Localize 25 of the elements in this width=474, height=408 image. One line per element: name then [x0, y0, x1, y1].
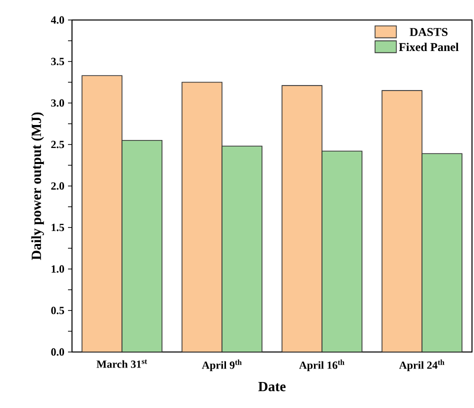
y-tick-label: 4.0 — [50, 16, 64, 24]
bar — [422, 153, 462, 352]
y-tick-label: 2.5 — [51, 140, 64, 148]
y-tick-label: 0.0 — [51, 348, 64, 356]
bar — [122, 140, 162, 352]
bar — [282, 86, 322, 352]
bar — [322, 151, 362, 352]
y-tick-label: 0.5 — [51, 306, 64, 314]
bar — [222, 146, 262, 352]
y-tick-label: 3.5 — [51, 58, 64, 66]
x-tick-label: March 31$^{st}$ — [96, 360, 148, 368]
y-tick-label: 2.0 — [51, 182, 64, 190]
bar — [382, 90, 422, 352]
x-tick-label: April 24$^{th}$ — [399, 360, 444, 372]
x-tick-label: April 9$^{th}$ — [202, 360, 242, 372]
y-tick-label: 3.0 — [51, 99, 64, 107]
x-tick-label: April 16$^{th}$ — [299, 360, 344, 372]
y-axis-title: Daily power output (MJ) — [31, 112, 44, 260]
bar — [82, 76, 122, 352]
bar — [182, 82, 222, 352]
y-tick-label: 1.0 — [52, 265, 64, 273]
legend-label: DASTS — [410, 28, 448, 36]
y-tick-label: 1.5 — [52, 224, 64, 232]
legend-label: Fixed Panel — [398, 42, 459, 52]
x-axis-title: Date — [258, 382, 286, 392]
